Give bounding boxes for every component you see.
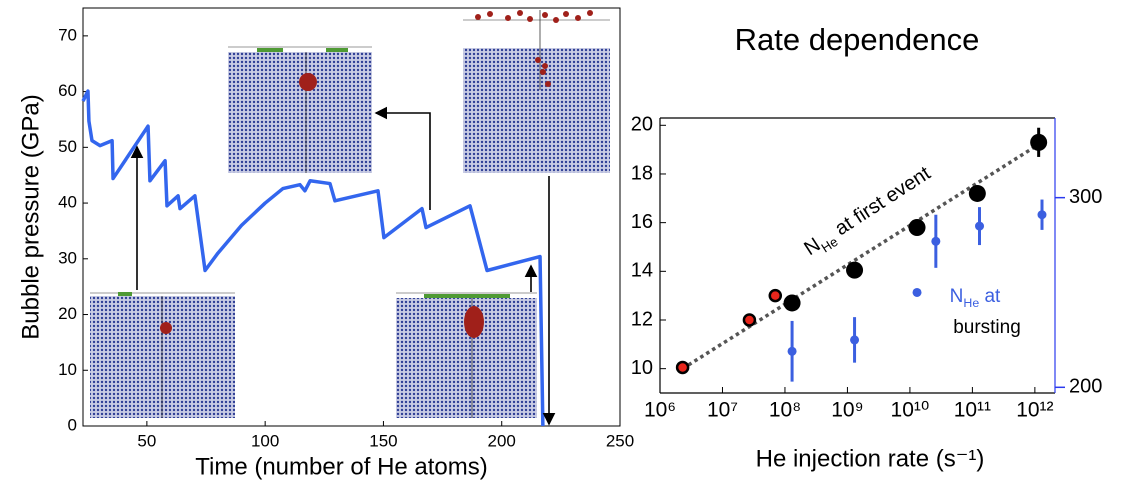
bursting-label-part: N xyxy=(950,286,964,307)
x-tick-label: 50 xyxy=(137,431,156,450)
x-tick-label: 10¹⁰ xyxy=(891,399,930,422)
y-tick-label: 12 xyxy=(631,308,653,330)
x-tick-label: 10⁷ xyxy=(707,399,738,422)
x-tick-label: 10⁶ xyxy=(644,399,676,422)
point xyxy=(742,313,757,327)
x-axis-label: Time (number of He atoms) xyxy=(195,453,488,480)
bursting-label: NHe at xyxy=(950,286,1001,310)
inset xyxy=(396,292,537,418)
point xyxy=(768,288,783,303)
point xyxy=(787,346,797,356)
x-tick-label: 150 xyxy=(369,431,397,450)
inset xyxy=(228,46,372,173)
point xyxy=(931,236,941,246)
simulation-insets xyxy=(90,10,610,426)
point xyxy=(968,184,986,202)
y-tick-label: 60 xyxy=(58,81,77,100)
x-tick-label: 10⁹ xyxy=(831,399,863,422)
inset xyxy=(90,292,235,418)
y-tick-label: 40 xyxy=(58,193,77,212)
point xyxy=(1030,133,1048,151)
rate-chart: Rate dependence 10⁶ 10⁷ 10⁸ 10⁹ 10¹⁰ 10¹¹ 10¹² 1… xyxy=(631,22,1103,472)
point xyxy=(975,221,985,231)
point xyxy=(912,287,922,297)
y2-tick-label: 300 xyxy=(1069,186,1102,208)
x-tick-label: 10⁸ xyxy=(769,399,801,422)
chart-title: Rate dependence xyxy=(735,22,980,57)
y-tick-label: 50 xyxy=(58,137,77,156)
x-tick-label: 10¹² xyxy=(1016,399,1053,422)
bursting-label-line2: bursting xyxy=(953,317,1021,338)
arrows xyxy=(130,106,556,426)
trend-line xyxy=(681,140,1043,371)
point xyxy=(675,360,690,375)
bursting-label-part: at xyxy=(979,286,1001,307)
y-tick-label: 10 xyxy=(631,357,653,379)
y-tick-label: 70 xyxy=(58,25,77,44)
y-tick-label: 0 xyxy=(68,415,77,434)
point xyxy=(1037,210,1047,220)
y-tick-label: 20 xyxy=(58,304,77,323)
y-axis-label: Bubble pressure (GPa) xyxy=(17,94,44,339)
plot-frame xyxy=(82,7,621,427)
data-line xyxy=(81,89,545,427)
point xyxy=(850,335,860,345)
pressure-chart: 50 100 150 200 250 0 10 20 30 40 50 60 70 Time (numbe… xyxy=(17,7,634,480)
y-tick-label: 16 xyxy=(631,211,653,233)
first-event-label: NHe at first event xyxy=(801,162,937,263)
x-tick-label: 100 xyxy=(251,431,279,450)
x-axis-label: He injection rate (s⁻¹) xyxy=(756,445,985,472)
y-tick-label: 10 xyxy=(58,360,77,379)
point xyxy=(783,294,801,312)
x-tick-label: 10¹¹ xyxy=(954,399,991,422)
x-tick-label: 200 xyxy=(488,431,516,450)
inset xyxy=(463,10,610,173)
point xyxy=(846,261,864,279)
y-tick-label: 30 xyxy=(58,248,77,267)
y-tick-label: 18 xyxy=(631,162,653,184)
y-tick-label: 20 xyxy=(631,114,653,136)
y2-tick-label: 200 xyxy=(1069,376,1102,398)
bursting-label-part: He xyxy=(963,296,979,310)
y-tick-label: 14 xyxy=(631,260,653,282)
point xyxy=(908,219,926,237)
x-tick-label: 250 xyxy=(606,431,634,450)
